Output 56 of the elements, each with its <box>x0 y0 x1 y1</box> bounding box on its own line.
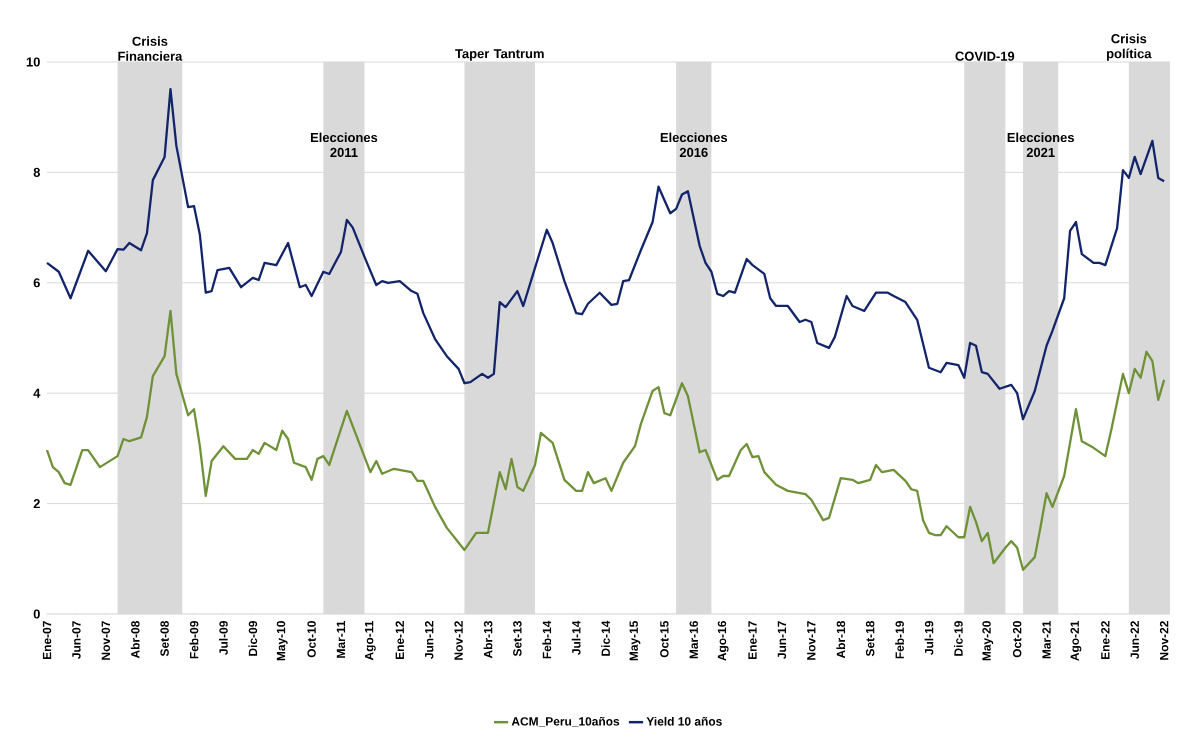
x-tick-label: Jul-19 <box>924 621 934 655</box>
x-tick-label: Jul-14 <box>571 620 581 655</box>
x-tick-label: Jun-12 <box>424 621 434 659</box>
x-tick-label: Jun-17 <box>777 621 787 659</box>
band-label: Elecciones 2011 <box>310 132 378 158</box>
x-tick-label: Jun-07 <box>72 621 81 659</box>
x-tick-label: Ene-12 <box>395 621 405 660</box>
band-label: COVID-19 <box>955 51 1015 61</box>
x-tick-label: Mar-21 <box>1042 620 1051 659</box>
x-tick-label: Set-08 <box>160 621 169 657</box>
x-tick-label: Nov-12 <box>454 621 463 660</box>
x-tick-label: Feb-09 <box>189 621 199 659</box>
x-tick-label: Mar-16 <box>689 621 698 659</box>
legend-label: Yield 10 años <box>646 716 722 726</box>
x-tick-label: Nov-07 <box>101 621 111 660</box>
x-tick-label: May-15 <box>629 620 641 661</box>
x-tick-label: Feb-19 <box>895 621 904 659</box>
x-tick-label: Set-18 <box>865 621 875 657</box>
x-tick-label: Abr-18 <box>836 621 846 659</box>
x-tick-label: Mar-11 <box>336 620 346 658</box>
x-tick-label: Ene-07 <box>42 621 52 660</box>
x-tick-label: Ago-16 <box>717 621 729 661</box>
x-tick-label: Set-13 <box>513 621 522 657</box>
x-tick-label: Nov-17 <box>807 621 816 660</box>
band-label: Crisis política <box>1107 33 1152 61</box>
x-tick-label: Abr-13 <box>483 621 493 659</box>
x-tick-label: Jul-09 <box>219 621 228 655</box>
band-label: Taper Tantrum <box>455 49 544 61</box>
band-label: Elecciones 2021 <box>1007 132 1074 158</box>
legend-label: ACM_Peru_10años <box>511 716 620 727</box>
band-label: Crisis Financiera <box>118 36 183 61</box>
band-label: Elecciones 2016 <box>660 132 728 158</box>
y-tick-label: 10 <box>26 57 40 67</box>
y-tick-label: 0 <box>33 609 40 619</box>
x-tick-label: Oct-15 <box>660 620 669 658</box>
x-tick-label: Jun-22 <box>1130 621 1139 659</box>
x-tick-label: May-20 <box>982 621 994 661</box>
line-series <box>45 309 1166 571</box>
x-tick-label: May-10 <box>276 621 288 661</box>
x-tick-label: Dic-14 <box>601 620 610 656</box>
y-tick-label: 8 <box>33 167 40 177</box>
x-tick-label: Dic-19 <box>953 621 963 656</box>
x-tick-label: Ago-11 <box>365 620 376 661</box>
y-tick-label: 6 <box>33 278 40 288</box>
line-series <box>45 87 1166 421</box>
x-tick-label: Dic-09 <box>248 621 258 656</box>
x-tick-label: Oct-10 <box>307 621 316 658</box>
x-tick-label: Ago-21 <box>1070 620 1082 661</box>
y-tick-label: 2 <box>33 499 40 509</box>
x-tick-label: Feb-14 <box>542 620 552 659</box>
x-tick-label: Ene-22 <box>1101 621 1110 660</box>
y-tick-label: 4 <box>33 388 41 398</box>
x-tick-label: Oct-20 <box>1012 621 1022 658</box>
x-tick-label: Ene-17 <box>748 621 757 660</box>
x-tick-label: Nov-22 <box>1159 621 1169 660</box>
x-tick-label: Abr-08 <box>130 621 140 659</box>
